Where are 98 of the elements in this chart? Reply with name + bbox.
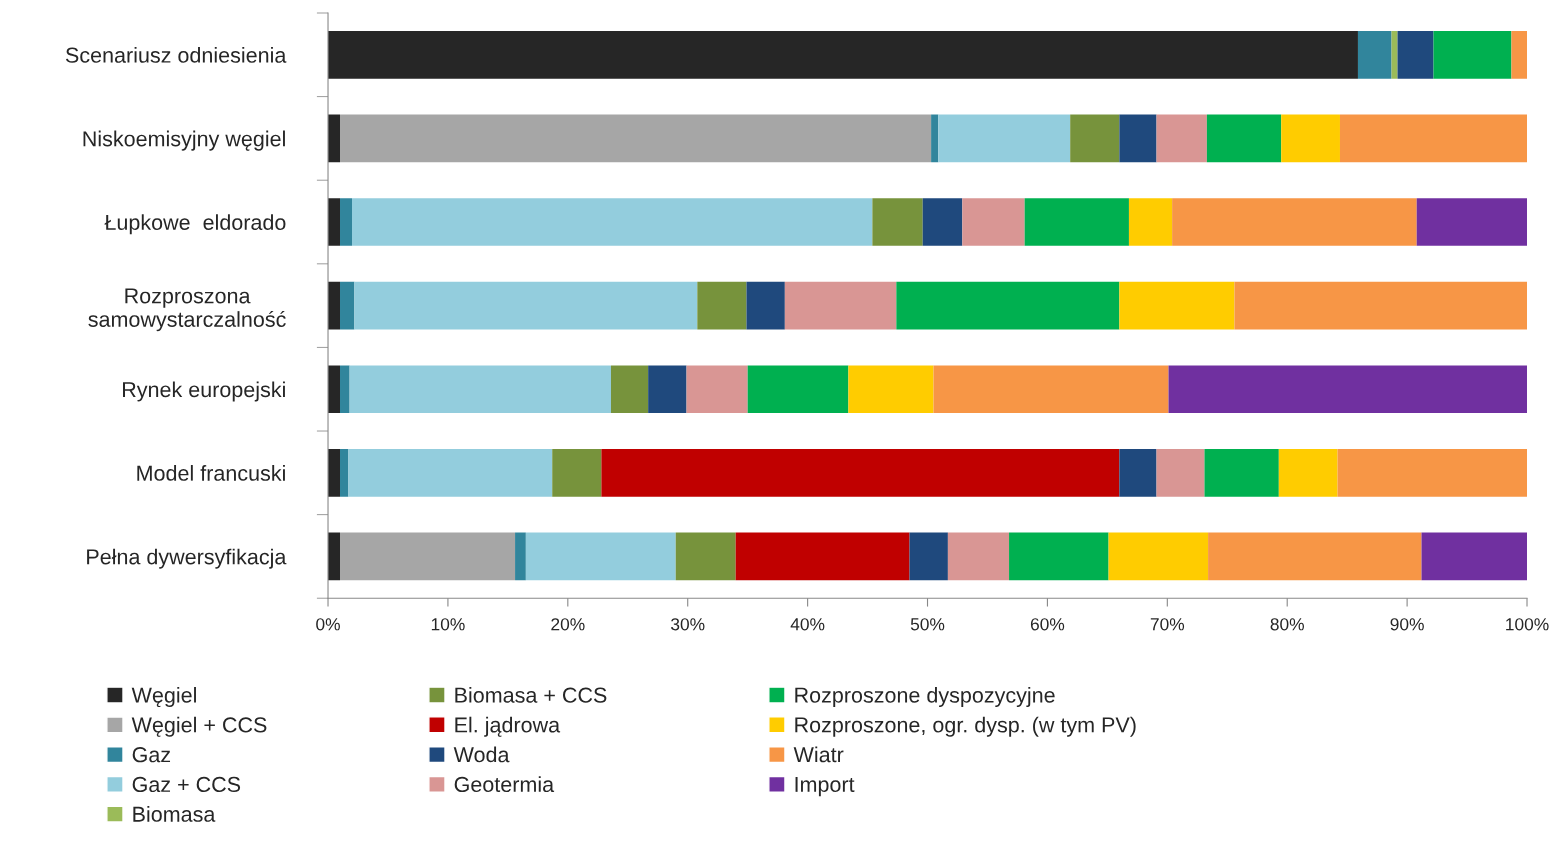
legend-label: Wiatr (793, 746, 844, 763)
y-tick-label: Scenariusz odniesienia (65, 47, 287, 63)
bar (1397, 30, 1434, 79)
bar (1168, 365, 1528, 414)
bar (348, 449, 553, 497)
y-tick-label: Rozproszona samowystarczalność (88, 288, 286, 332)
legend-label: Rozproszone, ogr. dysp. (w tym PV) (795, 716, 1136, 737)
bar (515, 532, 526, 581)
bar (352, 198, 873, 246)
bar (1208, 532, 1422, 581)
bar (328, 114, 341, 163)
bar (648, 365, 687, 414)
bar (1009, 532, 1109, 581)
legend-label: Biomasa (133, 806, 216, 822)
bar (1108, 532, 1209, 581)
bar (1421, 532, 1528, 581)
bar (552, 449, 602, 497)
bar (340, 281, 355, 330)
legend-label: Węgiel (131, 686, 196, 708)
bar (1024, 198, 1129, 246)
y-tick-label: Pełna dywersyfikacja (87, 548, 287, 569)
bar (962, 198, 1025, 246)
bar (328, 30, 1358, 79)
x-tick-label: 30% (671, 618, 705, 631)
bar (1156, 449, 1205, 497)
legend-label: El. jądrowa (455, 716, 561, 737)
y-tick-label: Model francuski (137, 465, 285, 481)
bar (947, 532, 1010, 581)
bar (848, 365, 934, 414)
bar (909, 532, 948, 581)
bar (747, 365, 849, 414)
bar (1281, 114, 1340, 163)
legend-label: Biomasa + CCS (455, 686, 607, 703)
bar (340, 365, 350, 414)
bar (1511, 30, 1528, 79)
x-tick-label: 40% (790, 618, 825, 631)
bar (784, 281, 897, 330)
bar (675, 532, 736, 581)
bar (601, 449, 1120, 497)
bar (328, 198, 341, 246)
legend-label: Węgiel + CCS (131, 716, 267, 737)
bar (1337, 449, 1528, 497)
legend-label: Geotermia (454, 776, 555, 793)
legend-label: Import (795, 777, 855, 797)
x-tick-label: 100% (1506, 618, 1549, 631)
x-tick-label: 90% (1390, 618, 1424, 631)
y-tick-label: Rynek europejski (123, 381, 285, 402)
bar (1206, 114, 1282, 163)
legend-label: Gaz + CCS (132, 776, 241, 793)
bar (340, 449, 349, 497)
y-tick-label: Łupkowe eldorado (104, 214, 286, 235)
legend-label: Rozproszone dyspozycyjne (795, 686, 1055, 708)
x-tick-label: 70% (1150, 618, 1185, 631)
bar (1391, 30, 1398, 79)
bar (922, 198, 963, 246)
bar (340, 532, 516, 581)
bar (1204, 449, 1279, 497)
x-tick-label: 80% (1270, 618, 1304, 631)
bar (933, 365, 1169, 414)
x-tick-label: 50% (910, 618, 945, 631)
bar (1128, 198, 1173, 246)
bar (1416, 198, 1528, 246)
bar (1433, 30, 1512, 79)
bar (340, 114, 932, 163)
bar (1119, 281, 1235, 330)
bar (1070, 114, 1120, 163)
bar (1156, 114, 1207, 163)
bar (349, 365, 611, 414)
bar (328, 365, 341, 414)
bar (1172, 198, 1417, 246)
bar (1119, 449, 1157, 497)
bar (697, 281, 747, 330)
x-tick-label: 60% (1030, 618, 1065, 631)
bar (340, 198, 352, 246)
bar (1357, 30, 1392, 79)
bar (328, 532, 341, 581)
legend-label: Gaz (132, 747, 171, 763)
bar (872, 198, 923, 246)
bar (686, 365, 748, 414)
bar (525, 532, 676, 581)
bar (328, 281, 341, 330)
bar (746, 281, 785, 330)
bar (1339, 114, 1528, 163)
x-tick-label: 20% (551, 618, 585, 631)
bar (896, 281, 1120, 330)
bar (1234, 281, 1528, 330)
bar (610, 365, 649, 414)
x-tick-label: 0% (316, 618, 340, 631)
bar (354, 281, 698, 330)
y-tick-label: Niskoemisyjny węgiel (83, 130, 285, 151)
bar (938, 114, 1071, 163)
bar (1278, 449, 1338, 497)
bar (328, 449, 341, 497)
bar (931, 114, 939, 163)
bar (735, 532, 910, 581)
bar (1119, 114, 1157, 163)
legend-label: Woda (453, 746, 510, 763)
x-tick-label: 10% (431, 618, 465, 631)
